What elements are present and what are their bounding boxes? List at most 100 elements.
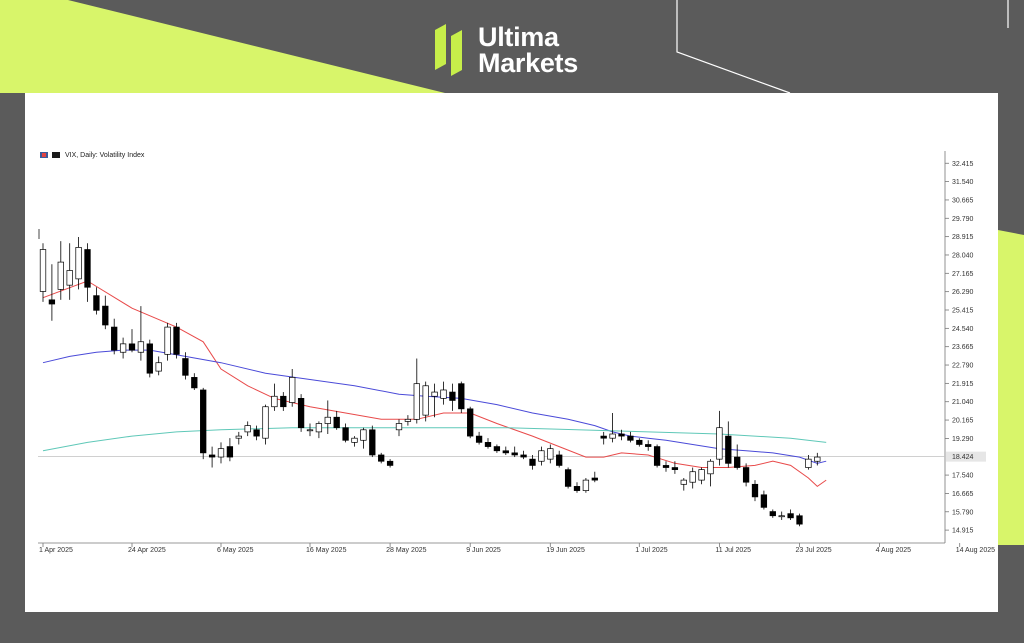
price-tick-label: 31.540 <box>952 179 974 186</box>
candle <box>422 381 429 422</box>
price-tick-label: 30.665 <box>952 197 974 204</box>
candle-body <box>742 467 750 483</box>
time-tick-label: 9 Jun 2025 <box>466 547 501 554</box>
candle-body <box>707 460 714 475</box>
chart-title-group: VIX, Daily: Volatility Index <box>40 152 145 159</box>
candle <box>591 471 598 483</box>
candle-body <box>413 383 420 420</box>
price-tag-box <box>946 451 986 462</box>
candle-body <box>493 446 501 452</box>
candle-body <box>119 343 127 353</box>
candle-body <box>760 494 768 508</box>
price-tag-label: 18.424 <box>952 454 974 461</box>
candle <box>600 431 607 445</box>
candle <box>716 410 723 466</box>
moving-average-line-1 <box>42 280 827 488</box>
candle <box>538 446 545 466</box>
lime-band-right <box>998 230 1024 545</box>
candle <box>520 450 527 460</box>
candle-body <box>244 425 251 433</box>
candle-body <box>253 429 260 437</box>
candle <box>146 339 153 378</box>
candle-body <box>431 391 438 397</box>
price-tick-label: 29.790 <box>952 216 974 223</box>
candle <box>618 429 625 441</box>
candle-body <box>378 454 385 462</box>
candle <box>378 452 385 464</box>
price-tick-label: 16.665 <box>952 491 974 498</box>
candle <box>547 444 554 464</box>
time-tick-label: 1 Jul 2025 <box>635 547 667 554</box>
candle-body <box>698 469 705 481</box>
time-axis: 1 Apr 2025 24 Apr 2025 6 May 2025 16 May 20… <box>39 543 995 554</box>
candle <box>671 461 679 474</box>
candle <box>404 415 412 426</box>
candle-body <box>769 511 776 517</box>
price-tick-label: 27.165 <box>952 271 974 278</box>
candle-body <box>182 358 189 376</box>
time-tick-label: 16 May 2025 <box>306 547 347 554</box>
candle <box>351 436 358 447</box>
candle <box>475 431 483 445</box>
candle <box>689 467 696 489</box>
candle-body <box>369 429 376 456</box>
candle-body <box>805 458 812 468</box>
candle <box>208 446 216 468</box>
candle <box>315 421 323 439</box>
candle-body <box>458 383 465 410</box>
candle <box>93 287 100 315</box>
candle <box>360 427 367 449</box>
candle <box>413 358 420 424</box>
candle <box>742 463 750 487</box>
candle-body <box>787 513 794 519</box>
candle <box>262 404 269 445</box>
candle <box>609 413 616 443</box>
candle-body <box>502 450 509 454</box>
candle <box>467 406 474 439</box>
candle-body <box>315 423 323 433</box>
price-tick-label: 21.915 <box>952 381 974 388</box>
candle-body <box>208 454 216 458</box>
price-tick-label: 28.040 <box>952 252 974 259</box>
candle <box>769 509 776 518</box>
candle-body <box>217 448 225 458</box>
current-price-tag: 18.424 <box>946 451 986 462</box>
lime-band <box>0 0 445 93</box>
decor-line <box>676 0 791 94</box>
candle <box>787 509 794 520</box>
candle <box>57 241 64 300</box>
candle-body <box>600 435 607 439</box>
price-axis: 32.415 31.540 30.665 29.790 28.915 28.040 27.1… <box>945 161 974 535</box>
candle <box>814 452 821 466</box>
vix-candlestick-chart: VIX, Daily: Volatility Index 32.415 31.54… <box>38 151 995 554</box>
candle-body <box>475 435 483 443</box>
time-tick-label: 24 Apr 2025 <box>128 547 166 554</box>
candle <box>734 444 741 470</box>
candle-body <box>467 408 474 437</box>
candle-body <box>716 427 723 460</box>
candle-body <box>564 469 572 487</box>
time-tick-label: 1 Apr 2025 <box>39 547 73 554</box>
candle <box>119 337 127 359</box>
candle-body <box>636 439 643 445</box>
candle-body <box>297 398 305 429</box>
candle-body <box>440 389 447 399</box>
candle <box>39 243 47 302</box>
candle-body <box>48 299 56 305</box>
candle-body <box>404 418 412 422</box>
candle <box>111 318 118 355</box>
candle-body <box>102 305 109 326</box>
candle-body <box>324 416 331 424</box>
price-tick-label: 15.790 <box>952 509 974 516</box>
time-tick-label: 28 May 2025 <box>386 547 427 554</box>
price-tick-label: 22.790 <box>952 363 974 370</box>
price-tick-label: 21.040 <box>952 399 974 406</box>
brand-name: Ultima Markets <box>478 24 578 77</box>
time-tick-label: 19 Jun 2025 <box>546 547 585 554</box>
ultima-logo-icon <box>435 24 462 76</box>
candle-body <box>360 429 367 441</box>
candle-body <box>618 433 625 437</box>
candle-body <box>200 389 207 454</box>
candle-body <box>155 362 162 372</box>
candle-body <box>271 395 278 408</box>
